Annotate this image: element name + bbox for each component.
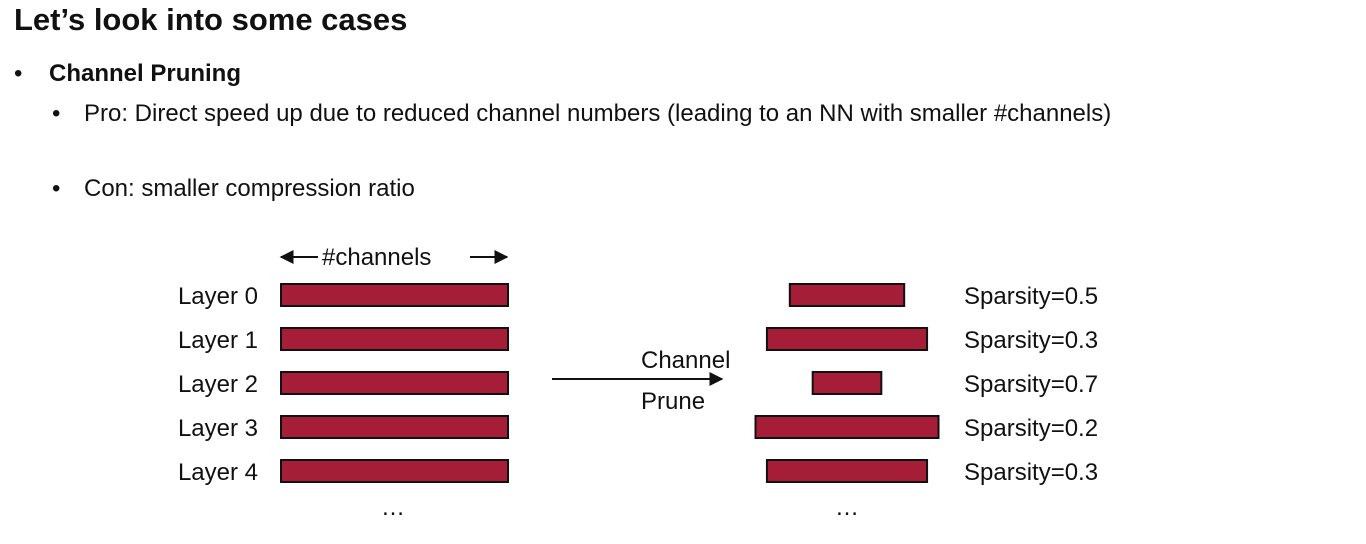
original-layer-bar	[280, 327, 509, 351]
bullet-text: Con: smaller compression ratio	[84, 175, 415, 202]
pruned-layer-bar	[788, 283, 906, 307]
layer-label: Layer 3	[178, 415, 258, 442]
layer-label: Layer 0	[178, 283, 258, 310]
layer-label: Layer 4	[178, 459, 258, 486]
pruned-layer-bar	[765, 327, 929, 351]
bullet-dot: •	[14, 60, 23, 87]
original-layer-bar	[280, 283, 509, 307]
bullet-text: Channel Pruning	[49, 60, 241, 87]
prune-arrow-label-channel: Channel	[641, 347, 730, 374]
original-layer-bar	[280, 459, 509, 483]
channels-label: #channels	[322, 244, 431, 271]
sparsity-label: Sparsity=0.3	[964, 459, 1098, 486]
pruned-layer-bar	[754, 415, 940, 439]
layer-label: Layer 2	[178, 371, 258, 398]
pruned-layer-bar	[765, 459, 929, 483]
sparsity-label: Sparsity=0.2	[964, 415, 1098, 442]
sparsity-label: Sparsity=0.7	[964, 371, 1098, 398]
layers: Layer 0 Sparsity=0.5 Layer 1 Sparsity=0.3 La…	[178, 283, 1098, 486]
sparsity-label: Sparsity=0.3	[964, 327, 1098, 354]
original-layer-bar	[280, 415, 509, 439]
bullet-dot: •	[52, 100, 61, 127]
slide-title: Let’s look into some cases	[14, 2, 408, 37]
original-layer-bar	[280, 371, 509, 395]
sparsity-label: Sparsity=0.5	[964, 283, 1098, 310]
bullet-dot: •	[52, 175, 61, 202]
layer-label: Layer 1	[178, 327, 258, 354]
prune-arrow-label-prune: Prune	[641, 388, 705, 415]
ellipsis-original: …	[381, 494, 405, 521]
pruned-layer-bar	[811, 371, 883, 395]
bullet-text: Pro: Direct speed up due to reduced chan…	[84, 100, 1112, 127]
ellipsis-pruned: …	[835, 494, 859, 521]
